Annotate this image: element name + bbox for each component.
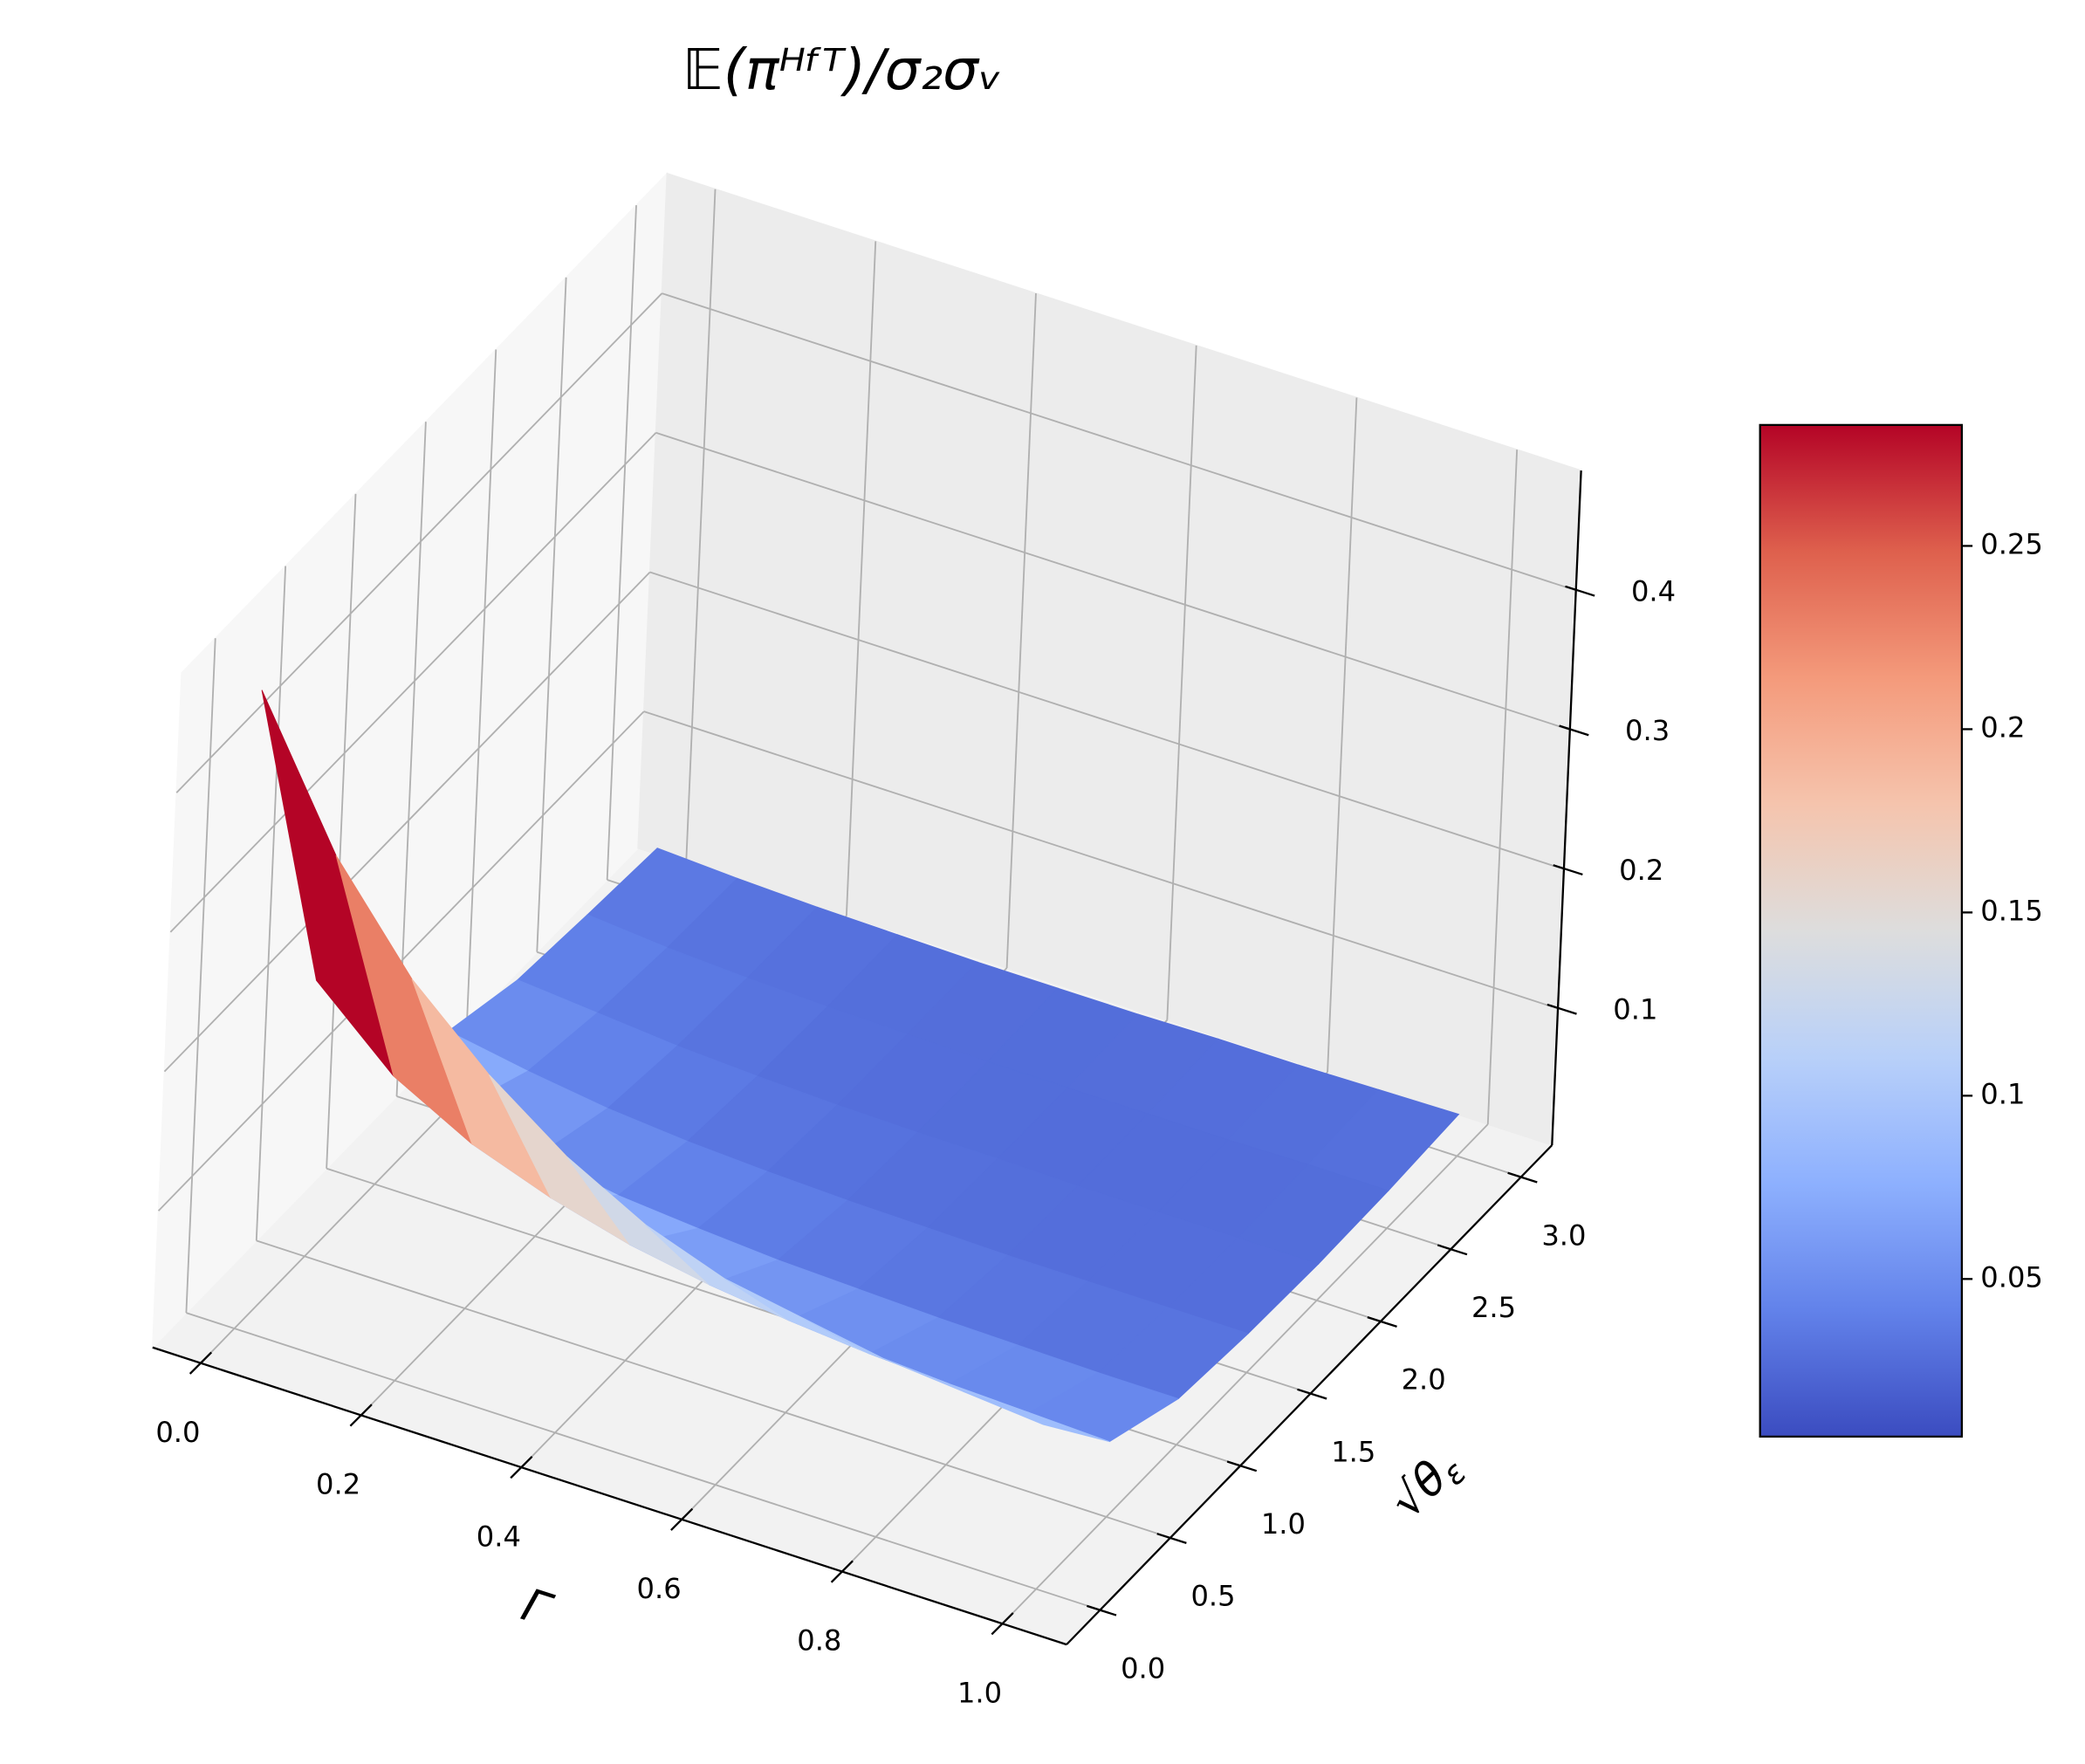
grid-line [255,566,287,1241]
z-tick [1559,724,1589,737]
y-axis-label: √θε [1381,1439,1473,1532]
y-tick-label: 3.0 [1541,1218,1586,1252]
y-tick-label: 0.0 [1121,1651,1165,1685]
colorbar-tick-label: 0.1 [1980,1077,2025,1110]
y-tick [1507,1171,1538,1184]
y-tick [1226,1460,1258,1472]
grid-line [169,432,657,933]
grid-line [466,349,497,1025]
z-tick [1565,585,1595,597]
x-tick-label: 0.6 [637,1572,682,1605]
grid-line [185,638,216,1314]
y-tick [1297,1388,1327,1400]
colorbar-tick-label: 0.25 [1980,527,2043,560]
grid-line [186,1312,1101,1611]
z-tick-label: 0.1 [1613,993,1657,1026]
x-tick-label: 0.0 [155,1416,200,1449]
x-axis-label: Γ [516,1579,559,1637]
chart-title: 𝔼(πᴴᶠᵀ)/σ₂σᵥ [682,38,1002,103]
x-tick-label: 1.0 [957,1676,1002,1709]
grid-line [1005,293,1037,969]
x-tick-label: 0.4 [477,1520,521,1553]
grid-line [175,292,663,793]
grid-line [606,205,637,881]
grid-line [655,431,1571,731]
y-tick-label: 1.0 [1261,1507,1306,1541]
y-tick-label: 2.5 [1471,1291,1516,1324]
colorbar-tick-label: 0.15 [1980,894,2043,927]
x-tick-label: 0.8 [797,1624,841,1658]
grid-line [685,189,717,864]
colorbar-tick-label: 0.05 [1980,1260,2043,1294]
x-axis [152,1346,1067,1646]
y-tick [1086,1604,1117,1616]
z-tick [1553,864,1583,876]
grid-line [662,292,1576,592]
grid-line [649,571,1565,870]
grid-line [1327,397,1358,1073]
grid-line [1166,345,1197,1020]
z-tick-label: 0.3 [1625,714,1670,747]
grid-line [326,493,357,1169]
grid-line [1001,1123,1489,1624]
y-tick [1367,1316,1397,1328]
y-tick [1156,1533,1187,1544]
x-tick-label: 0.2 [316,1468,360,1501]
z-tick-label: 0.2 [1619,854,1663,887]
surface-face [963,1390,1110,1443]
z-tick [1547,1003,1577,1015]
colorbar [1759,423,1964,1438]
y-tick-label: 0.5 [1190,1580,1235,1613]
grid-line [643,710,1559,1010]
grid-line [256,1239,1171,1539]
grid-line [845,241,877,916]
grid-line [536,277,567,952]
grid-line [163,571,651,1073]
z-axis [1551,470,1582,1146]
colorbar-tick-label: 0.2 [1980,710,2025,744]
y-tick-label: 1.5 [1331,1435,1375,1468]
z-tick-label: 0.4 [1631,574,1676,607]
y-tick [1437,1244,1468,1256]
y-axis [1066,1144,1553,1645]
grid-line [1486,450,1519,1125]
y-tick-label: 2.0 [1402,1363,1446,1397]
